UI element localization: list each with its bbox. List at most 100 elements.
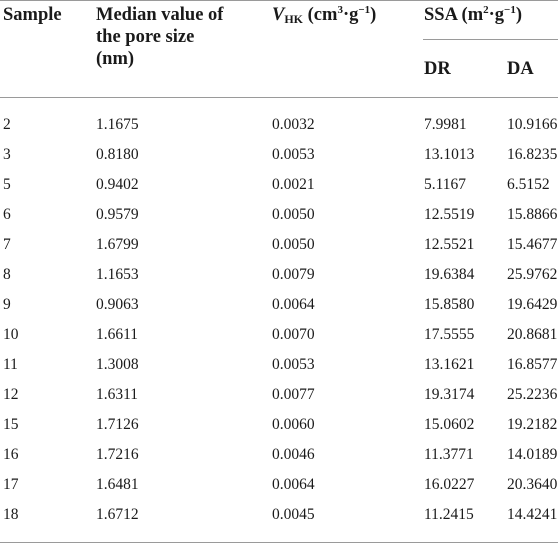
table-row: 8 1.1653 0.0079 19.6384 25.9762	[0, 260, 558, 290]
cell-vhk: 0.0079	[272, 266, 315, 283]
table-row: 7 1.6799 0.0050 12.5521 15.4677	[0, 230, 558, 260]
cell-dr: 12.5521	[424, 236, 475, 253]
cell-da: 14.4241	[507, 506, 558, 523]
cell-da: 20.3640	[507, 476, 558, 493]
table-body: 2 1.1675 0.0032 7.9981 10.9166 3 0.8180 0.0053 1…	[0, 110, 558, 530]
header-sample: Sample	[3, 5, 62, 25]
cell-dr: 12.5519	[424, 206, 475, 223]
header-vhk-unit-sup: 3	[337, 4, 343, 16]
cell-sample: 16	[3, 446, 19, 463]
cell-median: 1.1653	[96, 266, 139, 283]
cell-vhk: 0.0021	[272, 176, 315, 193]
header-dr: DR	[424, 59, 451, 79]
cell-sample: 7	[3, 236, 11, 253]
cell-dr: 19.3174	[424, 386, 475, 403]
header-vhk: VHK (cm3·g−1)	[272, 4, 376, 26]
cell-sample: 18	[3, 506, 19, 523]
header-ssa-unit-mid: ·g	[488, 5, 505, 25]
header-ssa-label: SSA	[424, 5, 457, 25]
header-da: DA	[507, 59, 534, 79]
header-median-line2: the pore size	[96, 27, 195, 47]
header-ssa-unit-sup: 2	[483, 4, 489, 16]
header-vhk-unit-sup2: −1	[358, 4, 371, 16]
table-row: 11 1.3008 0.0053 13.1621 16.8577	[0, 350, 558, 380]
table-row: 17 1.6481 0.0064 16.0227 20.3640	[0, 470, 558, 500]
header-median-line1: Median value of	[96, 5, 224, 25]
cell-vhk: 0.0060	[272, 416, 315, 433]
cell-median: 0.9063	[96, 296, 139, 313]
cell-vhk: 0.0053	[272, 356, 315, 373]
cell-sample: 11	[3, 356, 18, 373]
cell-vhk: 0.0046	[272, 446, 315, 463]
cell-sample: 17	[3, 476, 19, 493]
header-vhk-subscript: HK	[284, 12, 304, 26]
cell-median: 1.7126	[96, 416, 139, 433]
header-vhk-unit-close: )	[370, 5, 377, 25]
header-vhk-unit-mid: ·g	[342, 5, 359, 25]
cell-median: 0.8180	[96, 146, 139, 163]
cell-vhk: 0.0070	[272, 326, 315, 343]
cell-da: 10.9166	[507, 116, 558, 133]
header-median-line3: (nm)	[96, 49, 135, 69]
cell-dr: 7.9981	[424, 116, 467, 133]
header-ssa: SSA (m2·g−1)	[424, 4, 522, 26]
cell-median: 0.9579	[96, 206, 139, 223]
cell-vhk: 0.0050	[272, 206, 315, 223]
cell-da: 25.9762	[507, 266, 558, 283]
cell-sample: 10	[3, 326, 19, 343]
table-row: 3 0.8180 0.0053 13.1013 16.8235	[0, 140, 558, 170]
cell-da: 25.2236	[507, 386, 558, 403]
cell-median: 1.6481	[96, 476, 139, 493]
cell-dr: 17.5555	[424, 326, 475, 343]
cell-dr: 5.1167	[424, 176, 467, 193]
cell-median: 1.6712	[96, 506, 139, 523]
table-top-rule	[0, 0, 558, 1]
table-row: 6 0.9579 0.0050 12.5519 15.8866	[0, 200, 558, 230]
cell-dr: 13.1013	[424, 146, 475, 163]
header-ssa-unit-close: )	[515, 5, 522, 25]
table-row: 9 0.9063 0.0064 15.8580 19.6429	[0, 290, 558, 320]
cell-sample: 8	[3, 266, 11, 283]
table-row: 18 1.6712 0.0045 11.2415 14.4241	[0, 500, 558, 530]
cell-dr: 11.3771	[424, 446, 474, 463]
cell-median: 1.6311	[96, 386, 139, 403]
table-row: 2 1.1675 0.0032 7.9981 10.9166	[0, 110, 558, 140]
table-row: 12 1.6311 0.0077 19.3174 25.2236	[0, 380, 558, 410]
cell-vhk: 0.0064	[272, 476, 315, 493]
cell-vhk: 0.0050	[272, 236, 315, 253]
cell-dr: 13.1621	[424, 356, 475, 373]
cell-da: 19.6429	[507, 296, 558, 313]
cell-sample: 2	[3, 116, 11, 133]
cell-da: 15.8866	[507, 206, 558, 223]
cell-median: 1.6799	[96, 236, 139, 253]
cell-median: 1.6611	[96, 326, 139, 343]
cell-vhk: 0.0045	[272, 506, 315, 523]
header-bottom-rule	[0, 97, 558, 98]
cell-da: 14.0189	[507, 446, 558, 463]
table-row: 15 1.7126 0.0060 15.0602 19.2182	[0, 410, 558, 440]
cell-da: 19.2182	[507, 416, 558, 433]
table-row: 5 0.9402 0.0021 5.1167 6.5152	[0, 170, 558, 200]
header-vhk-unit-open: (cm	[303, 5, 338, 25]
header-ssa-unit-open: (m	[456, 5, 484, 25]
cell-sample: 12	[3, 386, 19, 403]
table-row: 16 1.7216 0.0046 11.3771 14.0189	[0, 440, 558, 470]
cell-da: 16.8577	[507, 356, 558, 373]
cell-median: 1.1675	[96, 116, 139, 133]
cell-vhk: 0.0077	[272, 386, 315, 403]
cell-sample: 9	[3, 296, 11, 313]
cell-dr: 19.6384	[424, 266, 475, 283]
cell-sample: 5	[3, 176, 11, 193]
cell-da: 16.8235	[507, 146, 558, 163]
cell-vhk: 0.0032	[272, 116, 315, 133]
cell-median: 1.7216	[96, 446, 139, 463]
cell-da: 20.8681	[507, 326, 558, 343]
cell-sample: 15	[3, 416, 19, 433]
header-vhk-symbol: V	[272, 5, 285, 25]
header-ssa-unit-sup2: −1	[504, 4, 516, 16]
cell-sample: 6	[3, 206, 11, 223]
cell-dr: 11.2415	[424, 506, 474, 523]
table-row: 10 1.6611 0.0070 17.5555 20.8681	[0, 320, 558, 350]
cell-median: 0.9402	[96, 176, 139, 193]
